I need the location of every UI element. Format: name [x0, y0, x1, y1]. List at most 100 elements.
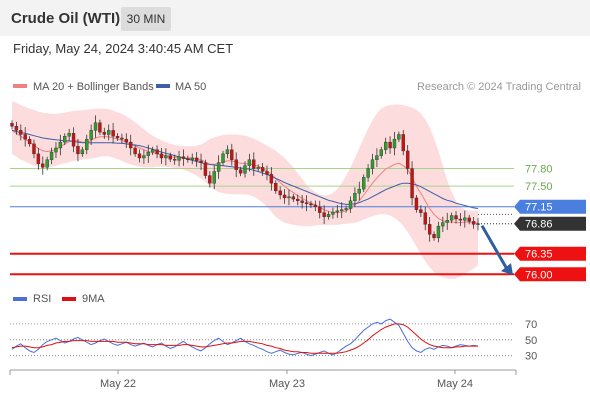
candle	[331, 207, 335, 219]
candle-body	[124, 138, 129, 143]
candle-body	[67, 133, 71, 137]
candle	[102, 127, 107, 139]
candle	[265, 165, 269, 181]
candle	[221, 150, 225, 166]
candle	[300, 194, 304, 209]
candle	[357, 181, 362, 201]
candle	[10, 120, 14, 130]
candle-body	[49, 151, 54, 160]
candle-body	[36, 153, 41, 165]
candle	[14, 121, 19, 135]
candle	[155, 145, 159, 159]
candle	[124, 133, 129, 148]
candle	[19, 124, 23, 141]
rsi-legend-label: RSI	[33, 293, 51, 305]
candle-body	[41, 163, 45, 168]
candle-body	[45, 159, 49, 168]
price-tag-76.35	[514, 246, 586, 261]
ma20-legend-swatch	[13, 84, 27, 88]
candle-body	[348, 200, 353, 209]
candle	[186, 155, 190, 163]
candle-body	[441, 222, 445, 227]
candle	[27, 136, 32, 147]
candle-body	[54, 147, 58, 153]
candle	[225, 145, 230, 159]
candle-body	[247, 159, 252, 166]
candle	[45, 156, 49, 171]
candle	[230, 143, 234, 166]
candle-body	[269, 174, 274, 184]
candle	[181, 149, 186, 166]
last-price-tag	[514, 216, 586, 231]
candle-body	[186, 158, 190, 160]
candle	[194, 152, 199, 167]
candle	[107, 124, 111, 141]
candle	[54, 142, 58, 158]
candle-body	[405, 150, 410, 169]
candle	[397, 131, 401, 143]
candle	[247, 153, 252, 172]
candle-body	[194, 157, 199, 162]
candle	[164, 148, 168, 166]
candle	[111, 123, 115, 144]
candle	[120, 133, 124, 144]
candle	[260, 162, 265, 176]
candle	[252, 152, 256, 176]
candle	[436, 221, 441, 243]
candle-body	[63, 136, 67, 143]
candle-body	[252, 159, 256, 169]
candle	[467, 214, 471, 225]
candle-body	[172, 158, 177, 161]
candle-body	[432, 234, 436, 239]
candle	[150, 146, 155, 156]
candle	[71, 127, 76, 153]
candle	[238, 166, 243, 177]
candle-body	[27, 138, 32, 145]
candle	[454, 211, 458, 224]
price-tag-label-76.35: 76.35	[525, 249, 553, 261]
candle-body	[159, 153, 164, 159]
candle-body	[230, 149, 234, 160]
candle-body	[419, 209, 423, 213]
candle-body	[318, 206, 322, 213]
candle	[282, 189, 287, 204]
candle	[115, 133, 120, 141]
candle	[348, 196, 353, 213]
candle-body	[221, 153, 225, 163]
candle-body	[128, 141, 133, 149]
candle	[36, 147, 41, 170]
candle-body	[181, 156, 186, 159]
timeframe-button[interactable]: 30 MIN	[121, 7, 171, 31]
candle-body	[471, 221, 476, 225]
candle	[296, 194, 300, 206]
header-bar: Crude Oil (WTI) 30 MIN	[0, 0, 590, 36]
candle-body	[449, 215, 454, 221]
candle	[128, 134, 133, 156]
candle-body	[155, 149, 159, 155]
candle	[49, 147, 54, 165]
candle-body	[137, 153, 142, 159]
rsi-series-9MA	[11, 323, 478, 354]
candle	[137, 149, 142, 163]
candle-body	[260, 167, 265, 172]
candle-body	[454, 215, 458, 220]
candle-body	[340, 209, 344, 212]
candle	[269, 167, 274, 191]
candle	[344, 205, 348, 213]
candle	[190, 153, 194, 165]
candle-body	[238, 169, 243, 174]
candle	[463, 210, 467, 228]
copyright-label: Research © 2024 Trading Central	[417, 81, 581, 93]
candle-body	[296, 198, 300, 202]
candle-body	[146, 151, 150, 156]
candle-body	[234, 159, 238, 170]
candle-body	[85, 138, 89, 150]
candle	[41, 156, 45, 175]
candle-body	[467, 217, 471, 222]
candle	[445, 212, 449, 230]
candle	[274, 180, 278, 194]
candle-body	[164, 155, 168, 159]
x-tick-label: May 24	[437, 378, 473, 390]
candle	[335, 204, 340, 218]
